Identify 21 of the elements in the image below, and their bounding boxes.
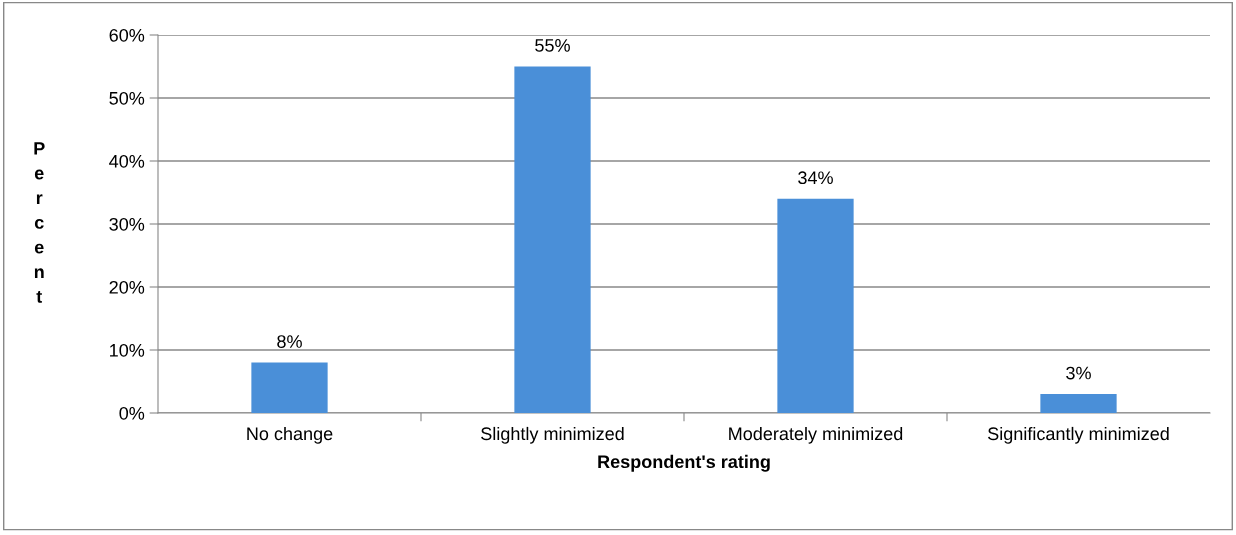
y-tick-label: 40% (109, 154, 145, 168)
bar (1040, 394, 1117, 413)
y-tick-label: 30% (109, 217, 145, 231)
bar (251, 362, 328, 413)
bar (514, 66, 591, 413)
data-label: 34% (798, 171, 833, 185)
x-tick-label: No change (247, 426, 333, 444)
y-axis-title: Percent (34, 142, 45, 303)
x-axis-title: Respondent's rating (598, 454, 770, 472)
bar (777, 198, 854, 413)
data-label: 3% (1066, 366, 1091, 380)
y-tick-label: 20% (109, 280, 145, 294)
x-tick-label: Slightly minimized (481, 426, 624, 444)
y-tick-label: 10% (110, 343, 145, 357)
y-tick-label: 60% (109, 28, 145, 42)
data-label: 8% (277, 335, 302, 348)
x-tick-label: Significantly minimized (988, 426, 1169, 444)
data-label: 55% (535, 39, 570, 52)
y-tick-label: 50% (109, 91, 145, 105)
y-tick-label: 0% (119, 406, 145, 420)
x-tick-label: Moderately minimized (729, 426, 903, 444)
